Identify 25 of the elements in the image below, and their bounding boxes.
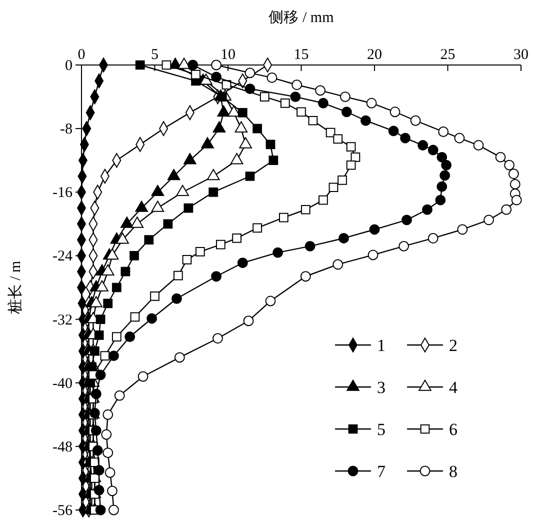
- legend-label: 4: [449, 378, 458, 397]
- legend-label: 5: [377, 420, 386, 439]
- legend-label: 3: [377, 378, 386, 397]
- y-tick-label: -16: [52, 185, 73, 202]
- x-axis-title: 侧移 / mm: [268, 9, 334, 26]
- y-tick-label: -48: [52, 439, 72, 456]
- x-tick-label: 0: [78, 47, 86, 63]
- legend-label: 6: [449, 420, 458, 439]
- y-tick-label: 0: [65, 58, 72, 74]
- y-tick-label: -32: [52, 312, 72, 328]
- y-tick-label: -40: [52, 376, 72, 392]
- legend-label: 2: [449, 336, 458, 355]
- x-tick-label: 30: [514, 47, 528, 63]
- y-axis-title: 桩长 / m: [7, 260, 24, 316]
- x-tick-label: 20: [367, 47, 382, 63]
- legend-label: 7: [377, 462, 386, 481]
- x-tick-label: 15: [294, 47, 309, 63]
- y-tick-label: -8: [60, 122, 72, 138]
- y-tick-label: -56: [52, 503, 73, 519]
- legend-label: 1: [377, 336, 386, 355]
- legend-label: 8: [449, 462, 458, 481]
- y-tick-label: -24: [52, 248, 73, 265]
- x-tick-label: 25: [440, 47, 456, 63]
- x-tick-label: 5: [151, 47, 158, 63]
- x-tick-label: 10: [220, 47, 236, 63]
